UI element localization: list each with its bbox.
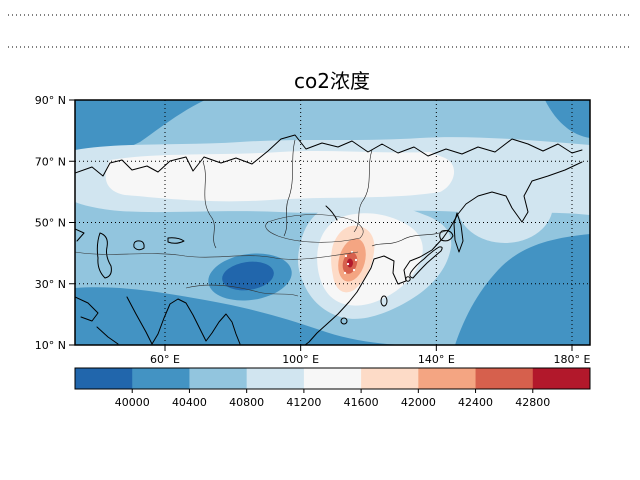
x-tick-label: 140° E (418, 353, 455, 366)
colorbar-segment (361, 368, 419, 389)
colorbar-tick-label: 42400 (458, 396, 493, 409)
axes-ticks: 60° E 100° E 140° E 180° E 90° N 70° N 50° N 30… (35, 94, 591, 366)
chart-title: co2浓度 (294, 69, 370, 93)
contour-tibet-core (222, 261, 274, 291)
colorbar-tick-label: 40000 (115, 396, 150, 409)
lake-caspian (96, 232, 112, 279)
coastlines (75, 134, 583, 345)
colorbar: 40000 40400 40800 41200 41600 42000 42400 42800 (74, 367, 591, 409)
contour-north-band-core (105, 151, 455, 202)
colorbar-segment (303, 368, 362, 389)
contour-ne-corner (545, 100, 590, 138)
colorbar-tick-label: 41200 (286, 396, 321, 409)
island-taiwan (380, 295, 388, 307)
island-hokkaido (439, 230, 454, 242)
colorbar-segment (132, 368, 190, 389)
island-kyushu (405, 276, 411, 282)
colorbar-segment (75, 368, 133, 389)
y-tick-label: 70° N (35, 155, 66, 168)
border-mongolia (265, 214, 364, 243)
y-tick-label: 90° N (35, 94, 66, 107)
colorbar-tick-label: 40400 (172, 396, 207, 409)
contour-field (75, 100, 590, 345)
colorbar-segment (475, 368, 534, 389)
contour-hotspot-core (347, 258, 353, 268)
river-ob (202, 161, 217, 249)
x-tick-label: 60° E (150, 353, 180, 366)
lake-baikal (325, 205, 338, 221)
coastline-persian-gulf (75, 296, 119, 345)
contour-kamchatka-lobe (457, 167, 553, 243)
island-honshu (409, 246, 443, 279)
lake-aral (133, 240, 145, 251)
lake-balkhash (167, 237, 185, 244)
coastline-pacific (304, 161, 583, 345)
contour-south-band (75, 287, 405, 345)
river-yenisei (283, 139, 296, 237)
colorbar-segment (532, 368, 591, 389)
contour-pacific (455, 234, 590, 345)
y-tick-label: 30° N (35, 278, 66, 291)
colorbar-tick-label: 42000 (401, 396, 436, 409)
colorbar-segment (246, 368, 305, 389)
gridlines (8, 14, 632, 345)
colorbar-tick-label: 40800 (229, 396, 264, 409)
y-tick-label: 10° N (35, 339, 66, 352)
border-himalaya (185, 284, 299, 297)
coastline-india-seasia (126, 296, 241, 345)
coastline-arctic (75, 134, 583, 177)
border-central-asia (75, 251, 359, 260)
x-tick-label: 100° E (282, 353, 319, 366)
x-tick-label: 180° E (554, 353, 591, 366)
y-tick-label: 50° N (35, 217, 66, 230)
river-amur (371, 229, 449, 247)
island-hainan (340, 317, 348, 325)
colorbar-tick-label: 42800 (515, 396, 550, 409)
colorbar-tick-label: 41600 (344, 396, 379, 409)
coastline-black-sea (75, 228, 85, 242)
colorbar-frame (74, 367, 591, 390)
island-sakhalin (453, 212, 464, 253)
colorbar-segment (189, 368, 248, 389)
colorbar-segment (418, 368, 477, 389)
